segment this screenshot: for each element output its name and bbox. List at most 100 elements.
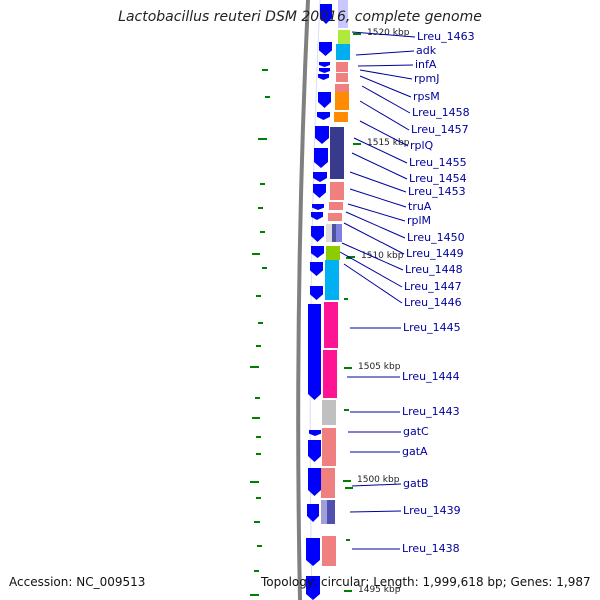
scale-label: 1520 kbp xyxy=(367,28,410,38)
category-block xyxy=(336,44,350,60)
gene-label: adk xyxy=(416,44,437,57)
gene-arrow xyxy=(307,504,319,522)
leader-line xyxy=(359,69,413,80)
gene-label: rplM xyxy=(407,214,431,227)
scale-label: 1500 kbp xyxy=(357,475,400,485)
category-block xyxy=(329,202,343,210)
category-block xyxy=(326,246,340,260)
category-block xyxy=(330,182,344,200)
functional-category-track xyxy=(321,0,350,566)
gene-arrow xyxy=(318,74,329,80)
gc-tick xyxy=(250,366,259,368)
genome-backbone xyxy=(296,0,310,600)
leader-line xyxy=(359,100,410,131)
gene-arrow xyxy=(319,68,330,73)
category-block xyxy=(325,260,339,300)
gc-tick xyxy=(346,539,350,541)
category-block xyxy=(338,30,350,44)
gene-label: Lreu_1446 xyxy=(404,296,462,309)
gene-arrow xyxy=(311,226,324,242)
gc-tick xyxy=(344,298,348,300)
gene-label: gatC xyxy=(403,425,429,438)
gene-arrow xyxy=(306,538,320,566)
gc-tick xyxy=(252,253,260,255)
gene-label: Lreu_1448 xyxy=(405,263,463,276)
scale-label: 1495 kbp xyxy=(358,585,401,595)
gc-tick xyxy=(262,267,267,269)
gene-arrow xyxy=(319,62,330,67)
category-block xyxy=(336,62,348,72)
gene-label: gatA xyxy=(402,445,428,458)
category-block xyxy=(324,302,338,348)
gene-arrow xyxy=(308,440,321,462)
gc-tick xyxy=(256,345,261,347)
gene-label: Lreu_1457 xyxy=(411,123,469,136)
category-block xyxy=(335,92,349,110)
gene-label: Lreu_1443 xyxy=(402,405,460,418)
gene-label: Lreu_1447 xyxy=(404,280,462,293)
gene-arrow xyxy=(312,204,324,210)
leader-line xyxy=(343,263,403,304)
category-block xyxy=(322,428,336,466)
gene-label: rplQ xyxy=(410,139,434,152)
gene-label: rpsM xyxy=(413,90,440,103)
accession-text: Accession: NC_009513 xyxy=(9,575,146,589)
gene-arrow xyxy=(313,172,327,182)
gc-tick xyxy=(344,409,349,411)
gene-arrow xyxy=(310,286,323,300)
gc-tick xyxy=(258,138,267,140)
leader-line xyxy=(349,188,407,208)
topology-text: Topology: circular; Length: 1,999,618 bp… xyxy=(261,575,591,589)
leader-line xyxy=(345,211,406,239)
gene-arrow xyxy=(317,112,330,120)
gene-arrow xyxy=(315,126,329,144)
gene-label: Lreu_1444 xyxy=(402,370,460,383)
gene-arrow xyxy=(313,184,326,198)
leader-line xyxy=(343,222,405,255)
leader-line xyxy=(361,85,411,114)
gc-tick xyxy=(260,231,265,233)
gc-tick xyxy=(258,322,263,324)
gc-tick xyxy=(250,481,259,483)
leader-line xyxy=(351,31,416,38)
leader-line xyxy=(359,120,409,147)
gene-arrow xyxy=(308,468,321,496)
gene-arrow xyxy=(318,92,331,108)
scale-label: 1505 kbp xyxy=(358,362,401,372)
category-block xyxy=(322,536,336,566)
category-block xyxy=(322,400,336,425)
gene-arrow xyxy=(310,262,323,276)
gene-arrow xyxy=(311,246,324,258)
gene-label: Lreu_1458 xyxy=(412,106,470,119)
gc-tick xyxy=(265,96,270,98)
gene-label: Lreu_1438 xyxy=(402,542,460,555)
gene-arrow xyxy=(319,42,332,56)
leader-line xyxy=(339,251,403,288)
gc-tick xyxy=(260,183,265,185)
category-block xyxy=(330,127,344,179)
leader-line xyxy=(349,171,407,193)
gene-label: Lreu_1455 xyxy=(409,156,467,169)
gc-tick xyxy=(254,570,259,572)
scale-label: 1515 kbp xyxy=(367,138,410,148)
category-block xyxy=(327,500,335,524)
category-block xyxy=(326,224,332,242)
leader-line xyxy=(359,75,412,98)
gene-label: gatB xyxy=(403,477,429,490)
gene-label: Lreu_1454 xyxy=(409,172,467,185)
gene-label: Lreu_1453 xyxy=(408,185,466,198)
gene-arrow xyxy=(306,576,320,600)
gene-arrow xyxy=(311,212,323,220)
gene-arrow xyxy=(314,148,328,168)
gc-tick xyxy=(254,521,260,523)
gc-tick xyxy=(262,69,268,71)
map-title: Lactobacillus reuteri DSM 20016, complet… xyxy=(118,9,482,25)
leader-line xyxy=(351,152,408,180)
gc-tick xyxy=(257,545,262,547)
leader-line xyxy=(349,510,402,513)
gene-label: truA xyxy=(408,200,432,213)
category-block xyxy=(338,0,348,28)
leader-line xyxy=(341,242,404,271)
